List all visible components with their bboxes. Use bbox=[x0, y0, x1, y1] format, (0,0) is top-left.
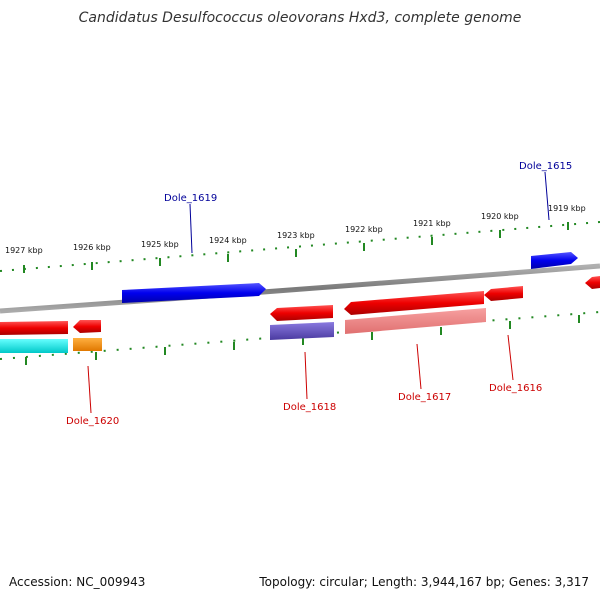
gene-dole-1616[interactable] bbox=[484, 286, 523, 301]
tick-label: 1925 kbp bbox=[141, 240, 179, 249]
gene-label-dole-1616[interactable]: Dole_1616 bbox=[489, 383, 542, 394]
tick-label: 1921 kbp bbox=[413, 219, 451, 228]
trna-feature[interactable] bbox=[0, 339, 68, 353]
gene-labels: Dole_1619 Dole_1615 Dole_1620 Dole_1618 … bbox=[66, 161, 572, 427]
gene-label-dole-1615[interactable]: Dole_1615 bbox=[519, 161, 572, 172]
tick-label: 1923 kbp bbox=[277, 231, 315, 240]
leader-lines bbox=[87, 171, 550, 414]
tick-label: 1922 kbp bbox=[345, 225, 383, 234]
forward-features bbox=[122, 252, 578, 303]
outer-tick-ruler bbox=[0, 221, 600, 272]
major-ticks bbox=[23, 222, 569, 273]
gene-label-dole-1618[interactable]: Dole_1618 bbox=[283, 402, 336, 413]
gene-dole-1620-b[interactable] bbox=[73, 320, 101, 333]
gene-dole-1617[interactable] bbox=[344, 291, 484, 315]
gene-label-dole-1617[interactable]: Dole_1617 bbox=[398, 392, 451, 403]
map-title: Candidatus Desulfococcus oleovorans Hxd3… bbox=[79, 10, 522, 26]
gene-edge-right[interactable] bbox=[585, 276, 600, 289]
gene-dole-1615[interactable] bbox=[531, 252, 578, 269]
pseudo-feature-dole-1617[interactable] bbox=[345, 308, 486, 334]
gene-dole-1619[interactable] bbox=[122, 283, 266, 303]
tick-label: 1919 kbp bbox=[548, 204, 586, 213]
reverse-features bbox=[0, 276, 600, 335]
genome-backbone bbox=[0, 263, 600, 314]
tick-labels: 1927 kbp 1926 kbp 1925 kbp 1924 kbp 1923… bbox=[5, 204, 586, 255]
gene-dole-1618[interactable] bbox=[270, 305, 333, 321]
tick-label: 1924 kbp bbox=[209, 236, 247, 245]
gene-label-dole-1619[interactable]: Dole_1619 bbox=[164, 193, 217, 204]
tick-label: 1926 kbp bbox=[73, 243, 111, 252]
secondary-features bbox=[0, 308, 486, 353]
tick-label: 1927 kbp bbox=[5, 246, 43, 255]
gene-dole-1620-a[interactable] bbox=[0, 321, 68, 335]
genome-summary-text: Topology: circular; Length: 3,944,167 bp… bbox=[258, 575, 589, 589]
accession-text: Accession: NC_009943 bbox=[9, 575, 145, 589]
gene-label-dole-1620[interactable]: Dole_1620 bbox=[66, 416, 119, 427]
rna-feature-dole-1618[interactable] bbox=[270, 322, 334, 340]
misc-feature[interactable] bbox=[73, 338, 102, 351]
tick-label: 1920 kbp bbox=[481, 212, 519, 221]
